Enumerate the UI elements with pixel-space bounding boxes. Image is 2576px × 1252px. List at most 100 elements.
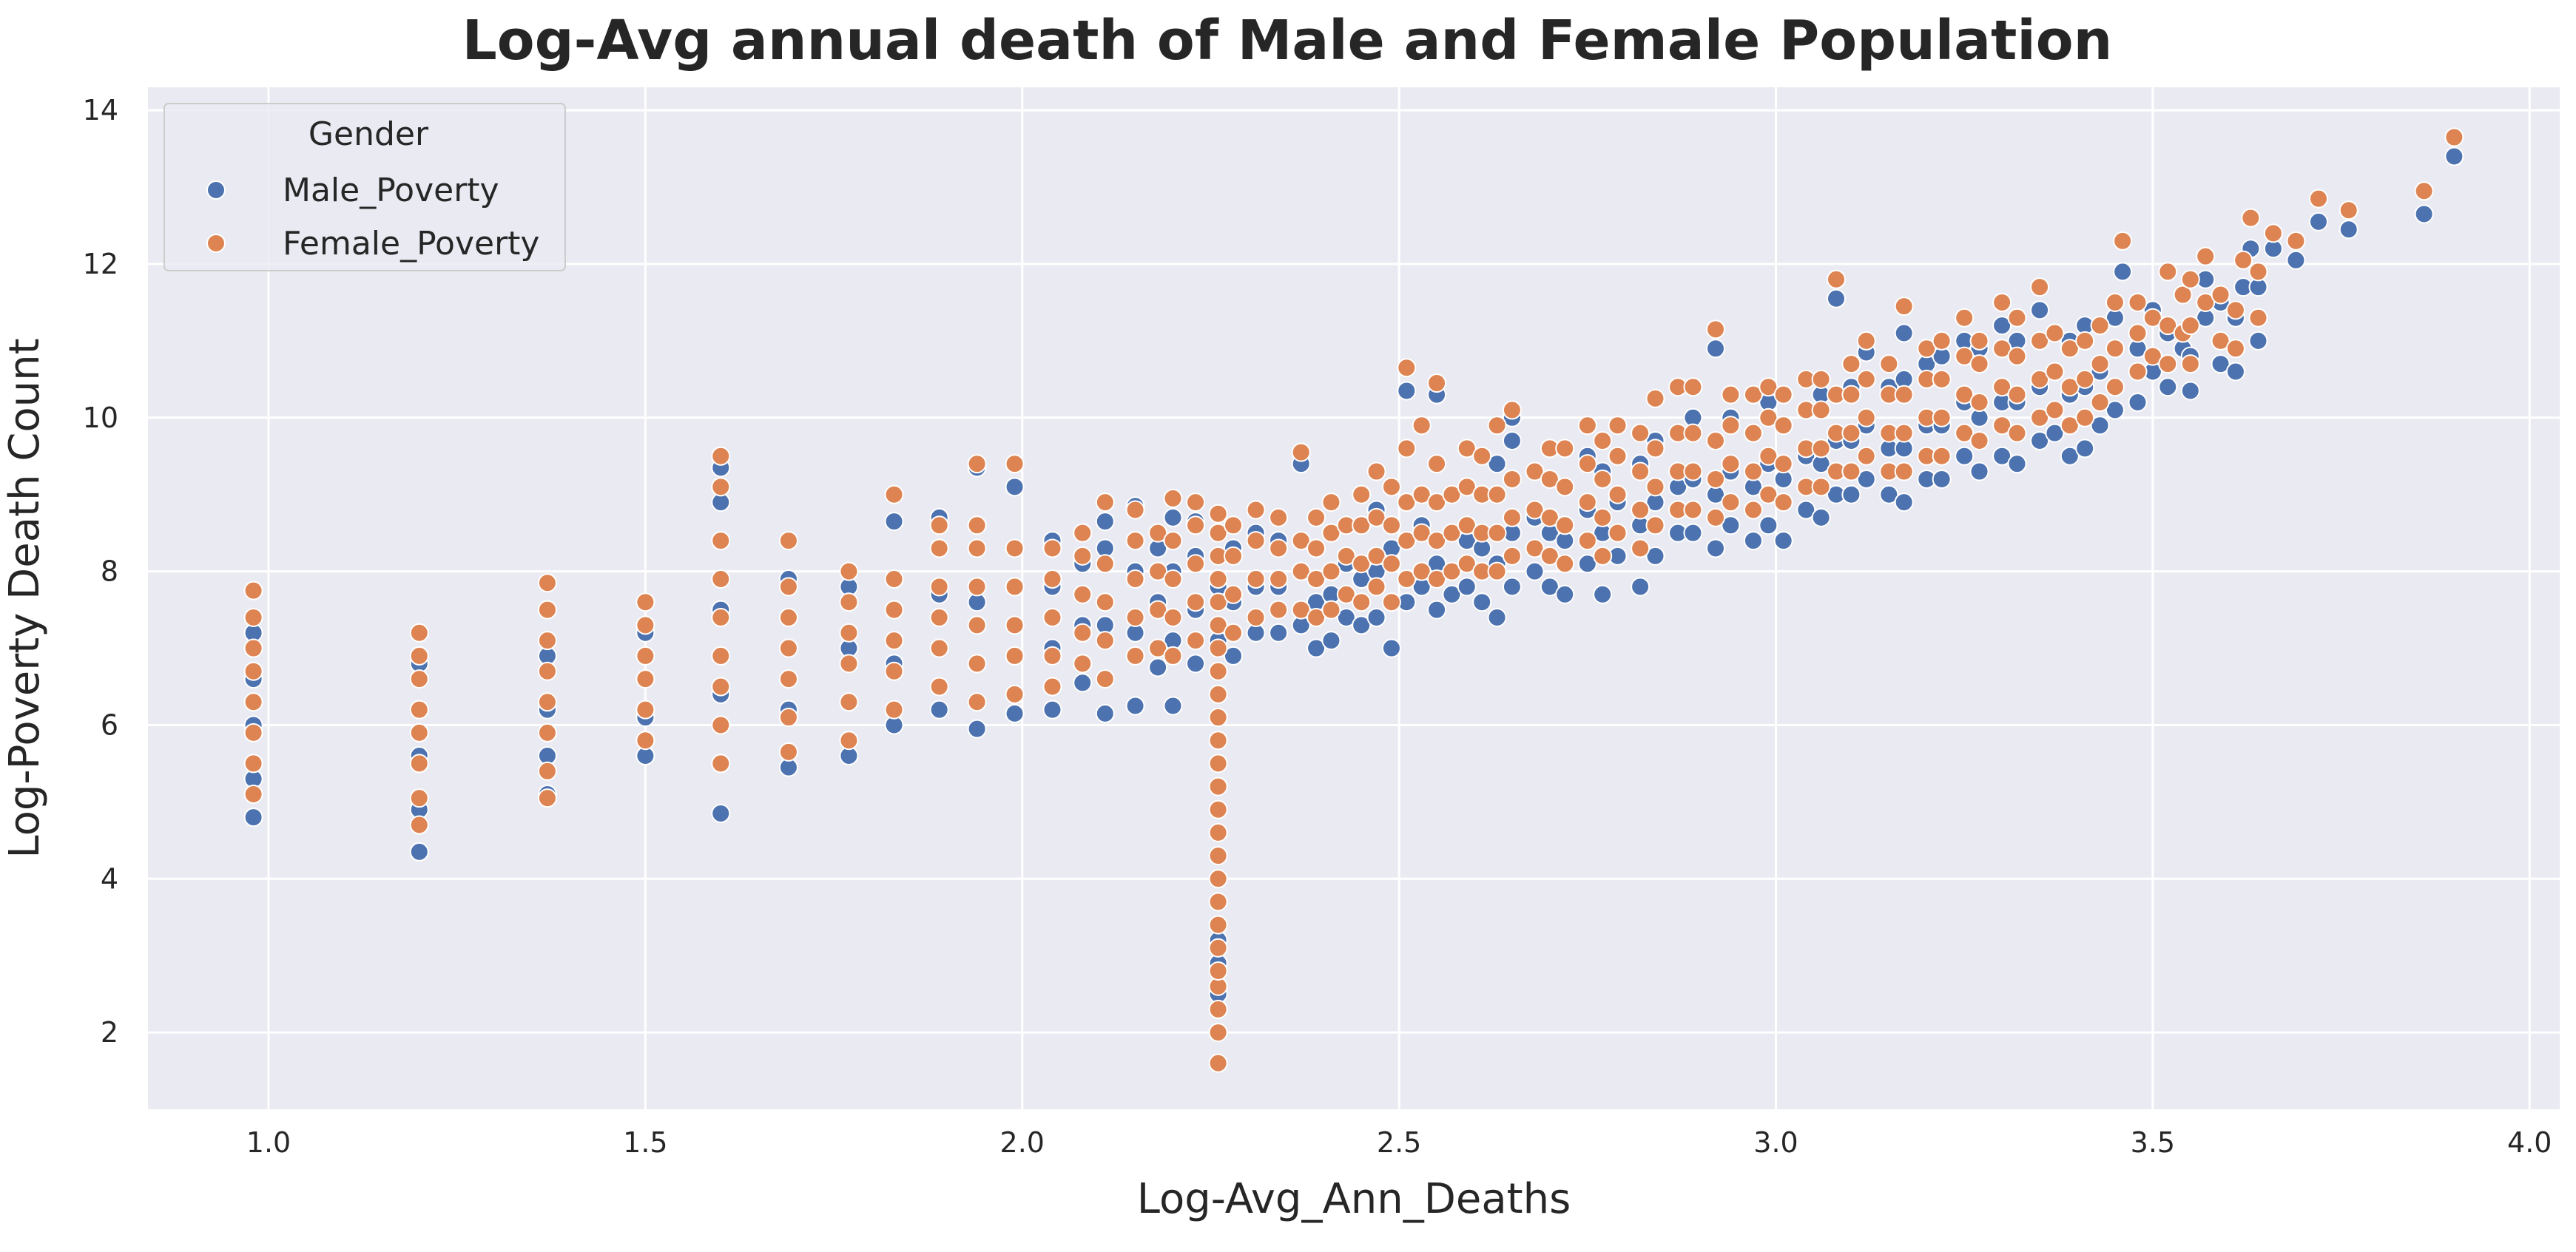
data-point	[967, 515, 987, 535]
data-point	[1005, 615, 1025, 635]
data-point	[1856, 469, 1876, 489]
data-point	[243, 784, 263, 804]
data-point	[1381, 592, 1401, 612]
data-point	[1811, 400, 1831, 420]
data-point	[1224, 623, 1243, 643]
data-point	[243, 754, 263, 774]
y-tick-label: 6	[101, 708, 118, 741]
data-point	[1246, 607, 1266, 627]
data-point	[1125, 500, 1145, 520]
data-point	[1397, 493, 1417, 512]
data-point	[1397, 569, 1417, 589]
data-point	[1336, 584, 1356, 604]
data-point	[778, 742, 798, 762]
data-point	[2030, 369, 2050, 389]
legend-label-female-poverty: Female_Poverty	[283, 225, 539, 263]
data-point	[1095, 631, 1115, 651]
data-point	[1540, 469, 1560, 489]
data-point	[1841, 423, 1861, 443]
data-point	[1148, 638, 1168, 658]
data-point	[1148, 657, 1168, 677]
y-tick-label: 10	[83, 402, 118, 434]
data-point	[1208, 1053, 1228, 1073]
data-point	[1336, 607, 1356, 627]
data-point	[1224, 646, 1243, 666]
data-point	[1208, 961, 1228, 981]
data-point	[1306, 507, 1326, 527]
data-point	[1148, 600, 1168, 620]
data-point	[1073, 523, 1093, 543]
data-point	[1721, 385, 1741, 405]
data-point	[2444, 146, 2464, 166]
data-point	[2211, 285, 2231, 305]
data-point	[1224, 546, 1243, 566]
data-point	[1932, 469, 1952, 489]
data-point	[1208, 569, 1228, 589]
data-point	[243, 723, 263, 742]
data-point	[243, 638, 263, 658]
data-point	[409, 815, 429, 835]
data-point	[1743, 385, 1763, 405]
data-point	[1645, 439, 1665, 458]
data-point	[1759, 446, 1778, 466]
data-point	[2173, 285, 2193, 305]
legend: Gender Male_Poverty Female_Poverty	[163, 103, 566, 271]
data-point	[1932, 446, 1952, 466]
data-points	[243, 127, 2464, 1073]
legend-label-male-poverty: Male_Poverty	[283, 172, 499, 209]
data-point	[1352, 515, 1372, 535]
data-point	[1427, 569, 1447, 589]
data-point	[1366, 607, 1386, 627]
data-point	[1593, 430, 1613, 450]
data-point	[1208, 846, 1228, 866]
data-point	[967, 692, 987, 712]
data-point	[1186, 654, 1206, 674]
data-point	[1540, 546, 1560, 566]
data-point	[1073, 623, 1093, 643]
data-point	[1631, 538, 1651, 558]
data-point	[1005, 684, 1025, 704]
data-point	[1352, 484, 1372, 504]
data-point	[884, 600, 904, 620]
data-point	[2225, 300, 2245, 320]
data-point	[2090, 393, 2110, 413]
data-point	[1894, 323, 1914, 343]
data-point	[243, 581, 263, 600]
data-point	[1366, 546, 1386, 566]
x-tick-label: 2.0	[1000, 1126, 1045, 1159]
data-point	[2007, 454, 2027, 474]
data-point	[409, 754, 429, 774]
data-point	[1969, 354, 1989, 374]
data-point	[2248, 331, 2268, 351]
data-point	[1246, 500, 1266, 520]
data-point	[1246, 569, 1266, 589]
data-point	[1125, 607, 1145, 627]
data-point	[1224, 515, 1243, 535]
x-axis-title: Log-Avg_Ann_Deaths	[1137, 1175, 1571, 1223]
data-point	[2180, 381, 2200, 401]
data-point	[1224, 584, 1243, 604]
data-point	[1811, 507, 1831, 527]
data-point	[1487, 484, 1507, 504]
data-point	[839, 561, 859, 581]
data-point	[778, 669, 798, 689]
data-point	[1593, 507, 1613, 527]
data-point	[1773, 454, 1793, 474]
data-point	[1811, 477, 1831, 497]
legend-marker-male-poverty	[206, 180, 226, 200]
data-point	[1397, 439, 1417, 458]
data-point	[409, 788, 429, 808]
data-point	[1706, 430, 1725, 450]
data-point	[1608, 416, 1628, 436]
data-point	[1291, 600, 1311, 620]
data-point	[1773, 531, 1793, 551]
data-point	[1992, 316, 2012, 336]
data-point	[1706, 319, 1725, 339]
data-point	[1269, 507, 1289, 527]
data-point	[778, 638, 798, 658]
data-point	[839, 731, 859, 751]
legend-box	[163, 103, 566, 271]
data-point	[1932, 369, 1952, 389]
data-point	[1577, 416, 1597, 436]
